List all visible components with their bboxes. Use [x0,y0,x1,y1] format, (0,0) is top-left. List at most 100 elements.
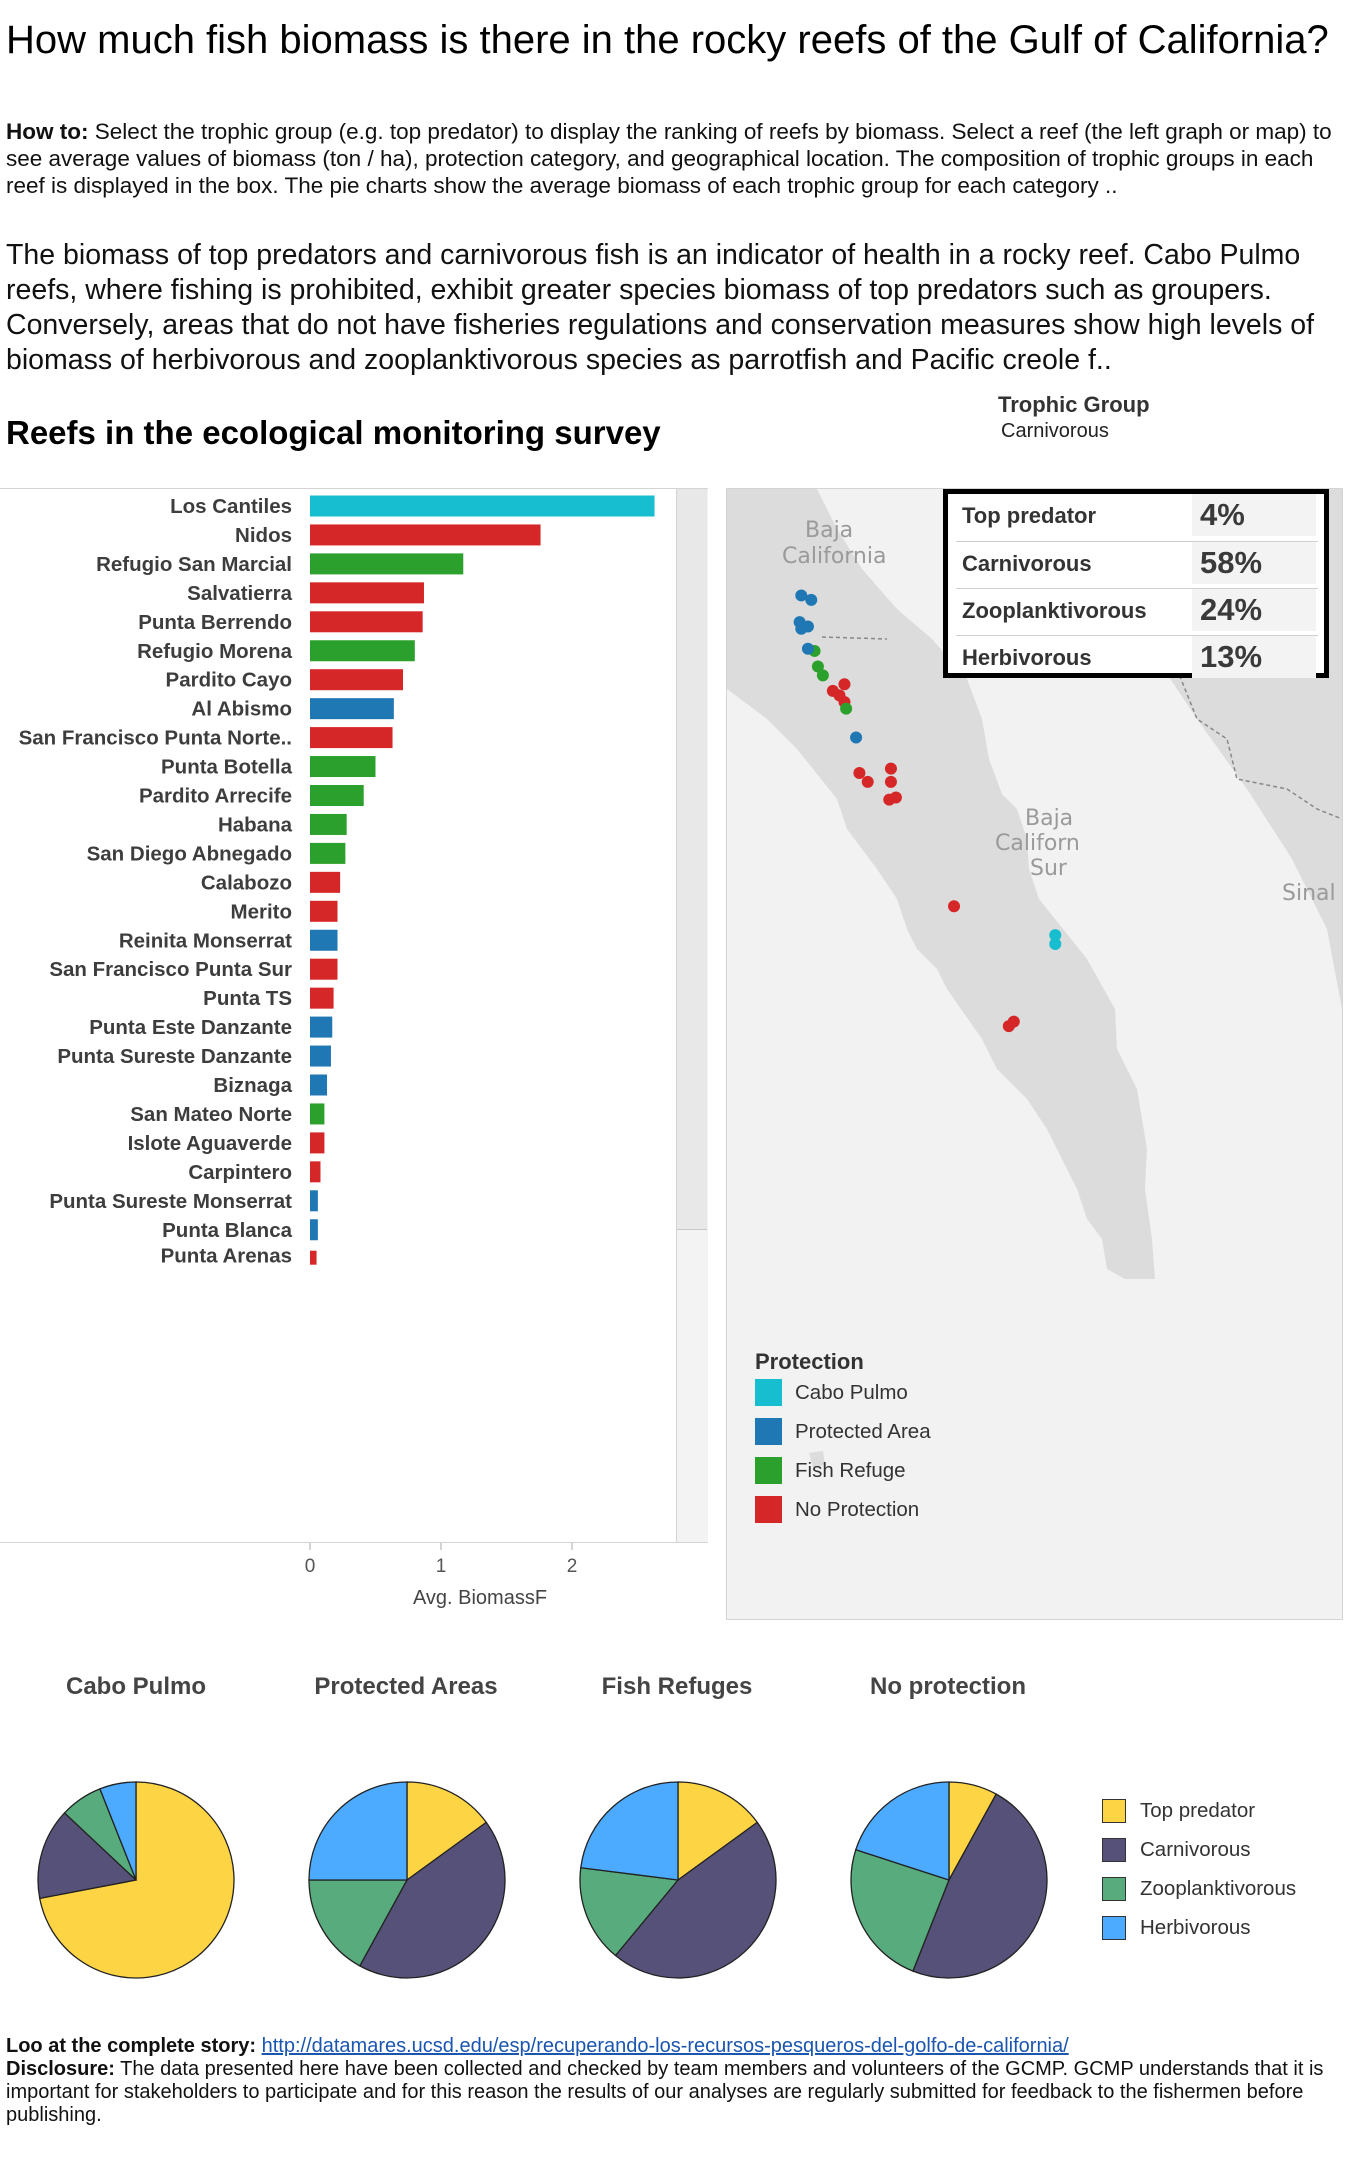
bar-label-punta-ts[interactable]: Punta TS [203,987,292,1010]
bar-label-al-abismo[interactable]: Al Abismo [191,698,292,721]
bar-label-pardito-arrecife[interactable]: Pardito Arrecife [139,785,292,808]
pie-slice-no-protection-carnivorous[interactable] [912,1793,1048,1979]
bar-label-islote-aguaverde[interactable]: Islote Aguaverde [128,1132,292,1155]
bar-reinita-monserrat[interactable] [310,929,338,951]
footer: Loo at the complete story: http://datama… [6,2035,1351,2127]
bar-label-reinita-monserrat[interactable]: Reinita Monserrat [119,929,292,952]
reef-point-no-protection[interactable] [1002,1020,1015,1033]
reef-point-no-protection[interactable] [884,775,897,788]
bar-punta-sureste-monserrat[interactable] [310,1190,318,1212]
bar-nidos[interactable] [310,524,541,546]
pie-slice-no-protection-herbivorous[interactable] [854,1781,950,1881]
bar-salvatierra[interactable] [310,582,424,604]
reef-point-cabo-pulmo[interactable] [1049,929,1062,942]
footer-story-link[interactable]: http://datamares.ucsd.edu/esp/recuperand… [261,2035,1069,2057]
reef-point-protected-area[interactable] [805,593,818,606]
bar-merito[interactable] [310,900,338,922]
pie-slice-no-protection-zooplanktivorous[interactable] [850,1848,950,1972]
reef-point-protected-area[interactable] [850,731,863,744]
reef-point-no-protection[interactable] [838,678,851,691]
pie-slice-protected-areas-herbivorous[interactable] [308,1781,408,1881]
reef-point-protected-area[interactable] [801,620,814,633]
bar-punta-blanca[interactable] [310,1219,318,1241]
bar-punta-arenas[interactable] [310,1250,317,1265]
bar-label-carpintero[interactable]: Carpintero [188,1161,292,1184]
reef-point-no-protection[interactable] [884,762,897,775]
bar-san-francisco-punta-sur[interactable] [310,958,338,980]
bar-san-francisco-punta-norte[interactable] [310,727,393,749]
bar-label-punta-berrendo[interactable]: Punta Berrendo [138,611,292,634]
bar-habana[interactable] [310,813,347,835]
legend-swatch [755,1418,782,1445]
bar-label-punta-este-danzante[interactable]: Punta Este Danzante [89,1016,292,1039]
bar-carpintero[interactable] [310,1161,321,1183]
pie-slice-cabo-pulmo-carnivorous[interactable] [37,1811,138,1900]
bar-pardito-cayo[interactable] [310,669,404,691]
bar-label-biznaga[interactable]: Biznaga [213,1074,292,1097]
bar-pardito-arrecife[interactable] [310,785,364,806]
x-tick-label: 0 [305,1556,316,1577]
bar-punta-ts[interactable] [310,987,334,1009]
bar-label-los-cantiles[interactable]: Los Cantiles [170,495,292,518]
pie-slice-fish-refuges-top-predator[interactable] [677,1781,759,1882]
bar-san-mateo-norte[interactable] [310,1103,325,1125]
howto-label: How to: [6,119,89,144]
footer-story-line: Loo at the complete story: http://datama… [6,2035,1351,2058]
bar-punta-sureste-danzante[interactable] [310,1045,331,1067]
bar-label-san-francisco-punta-norte[interactable]: San Francisco Punta Norte.. [19,727,292,750]
bar-refugio-morena[interactable] [310,640,415,662]
bar-label-merito[interactable]: Merito [231,900,293,923]
bar-los-cantiles[interactable] [310,495,655,517]
bar-punta-este-danzante[interactable] [310,1016,333,1038]
reef-point-no-protection[interactable] [853,767,866,780]
bar-label-salvatierra[interactable]: Salvatierra [187,582,292,605]
bar-label-habana[interactable]: Habana [218,813,293,836]
bar-label-refugio-san-marcial[interactable]: Refugio San Marcial [96,553,292,576]
pie-slice-protected-areas-carnivorous[interactable] [358,1821,506,1979]
bar-biznaga[interactable] [310,1074,328,1096]
reef-point-fish-refuge[interactable] [811,660,824,673]
pie-title-no-protection: No protection [870,1673,1026,1700]
pie-slice-protected-areas-top-predator[interactable] [406,1781,488,1882]
composition-value: 58% [1192,542,1316,584]
bar-refugio-san-marcial[interactable] [310,553,464,575]
footer-disclosure-text: The data presented here have been collec… [6,2058,1324,2126]
bar-label-pardito-cayo[interactable]: Pardito Cayo [166,669,292,692]
composition-value: 4% [1192,494,1316,536]
bar-label-san-francisco-punta-sur[interactable]: San Francisco Punta Sur [49,958,292,981]
bar-label-calabozo[interactable]: Calabozo [201,871,292,894]
footer-disclosure: Disclosure: The data presented here have… [6,2058,1351,2127]
reef-point-cabo-pulmo[interactable] [1049,937,1062,950]
reef-point-no-protection[interactable] [883,793,896,806]
pie-slice-fish-refuges-zooplanktivorous[interactable] [579,1866,680,1957]
bar-label-nidos[interactable]: Nidos [235,524,292,547]
bar-chart-scroll-thumb[interactable] [677,489,707,1230]
reef-point-protected-area[interactable] [801,642,814,655]
bar-label-punta-sureste-danzante[interactable]: Punta Sureste Danzante [57,1045,292,1068]
reef-point-no-protection[interactable] [861,775,874,788]
bar-label-punta-sureste-monserrat[interactable]: Punta Sureste Monserrat [49,1190,292,1213]
map-place-label: Sur [1030,856,1068,881]
reef-point-fish-refuge[interactable] [816,669,829,682]
trophic-filter-dropdown[interactable]: Carnivorous [1001,420,1109,442]
pie-slice-fish-refuges-carnivorous[interactable] [614,1821,777,1979]
bar-islote-aguaverde[interactable] [310,1132,325,1154]
reef-point-fish-refuge[interactable] [840,702,853,715]
pie-slice-protected-areas-zooplanktivorous[interactable] [308,1879,409,1967]
bar-san-diego-abnegado[interactable] [310,842,346,864]
reef-point-no-protection[interactable] [948,900,961,913]
pie-slice-cabo-pulmo-herbivorous[interactable] [99,1781,137,1881]
bar-label-san-mateo-norte[interactable]: San Mateo Norte [130,1103,292,1126]
bar-calabozo[interactable] [310,871,341,893]
bar-label-punta-arenas[interactable]: Punta Arenas [161,1245,292,1268]
reef-point-protected-area[interactable] [795,589,808,602]
bar-label-refugio-morena[interactable]: Refugio Morena [137,640,292,663]
bar-label-punta-botella[interactable]: Punta Botella [161,756,293,779]
bar-punta-botella[interactable] [310,756,376,778]
bar-label-punta-blanca[interactable]: Punta Blanca [162,1219,292,1242]
bar-punta-berrendo[interactable] [310,611,423,633]
pie-slice-fish-refuges-herbivorous[interactable] [580,1781,679,1881]
map-place-label: California [782,544,886,569]
bar-label-san-diego-abnegado[interactable]: San Diego Abnegado [87,842,292,865]
bar-al-abismo[interactable] [310,698,394,720]
